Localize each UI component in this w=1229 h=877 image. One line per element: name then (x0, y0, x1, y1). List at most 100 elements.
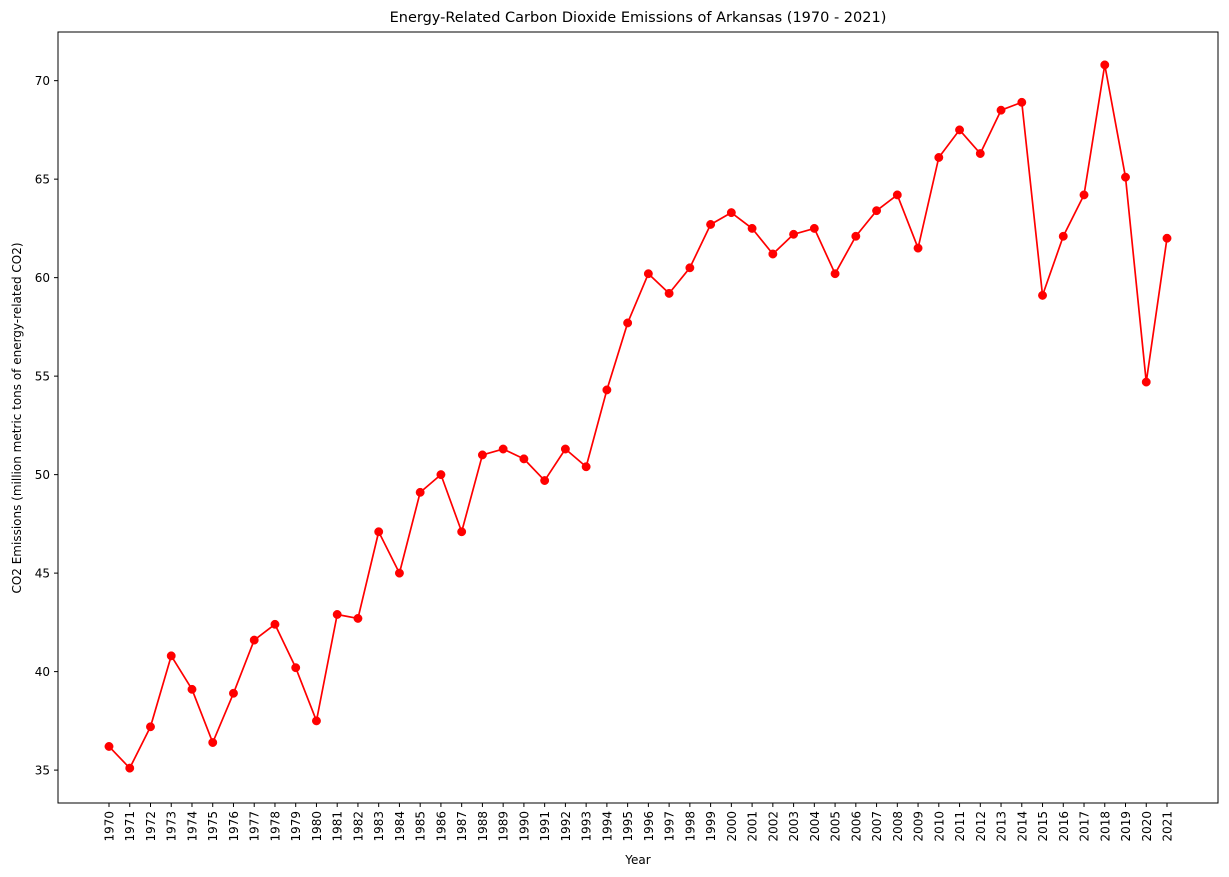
x-axis-title: Year (624, 853, 650, 867)
data-point (519, 454, 529, 464)
x-tick-label: 2004 (808, 811, 822, 842)
x-tick-label: 1984 (393, 811, 407, 842)
data-point (913, 243, 923, 253)
axes: 35 40 45 50 55 60 65 70 1970 1971 1972 1973 1974 1975… (35, 31, 1219, 842)
x-tick-label: 1992 (559, 811, 573, 842)
x-tick-label: 1995 (621, 811, 635, 842)
data-point (892, 190, 902, 200)
y-axis-title: CO2 Emissions (million metric tons of en… (10, 242, 24, 593)
x-tick-label: 2012 (974, 811, 988, 842)
x-tick-label: 1989 (497, 811, 511, 842)
data-point (1162, 233, 1172, 243)
data-point (270, 619, 280, 629)
data-point (872, 206, 882, 216)
x-tick-label: 1977 (248, 811, 262, 842)
data-point (477, 450, 487, 460)
data-point (312, 716, 321, 726)
x-tick-label: 1996 (642, 811, 656, 842)
data-point (955, 125, 964, 135)
x-tick-label: 2009 (912, 811, 926, 842)
data-point (1038, 290, 1047, 300)
x-tick-label: 1980 (310, 811, 324, 842)
data-point (747, 223, 757, 233)
x-tick-label: 2011 (953, 811, 967, 842)
data-point (415, 487, 425, 497)
data-point (229, 688, 238, 698)
plot-area (104, 60, 1172, 773)
x-tick-label: 1988 (476, 811, 490, 842)
x-tick-label: 2017 (1078, 811, 1092, 842)
data-point (1141, 377, 1151, 387)
x-tick-label: 1991 (538, 811, 552, 842)
data-point (540, 476, 550, 485)
data-point (374, 527, 384, 537)
data-point (187, 684, 197, 694)
x-tick-label: 2013 (995, 811, 1009, 842)
x-tick-label: 1981 (331, 811, 345, 842)
data-point (1017, 97, 1027, 107)
data-point (104, 742, 114, 751)
x-tick-label: 2019 (1119, 811, 1133, 842)
x-tick-label: 2008 (891, 811, 905, 842)
x-tick-label: 2020 (1140, 811, 1154, 842)
y-tick-label: 40 (35, 665, 50, 679)
x-tick-label: 1979 (289, 811, 303, 842)
data-point (975, 149, 985, 158)
x-tick-label: 1973 (165, 811, 179, 842)
x-tick-label: 1994 (600, 811, 614, 842)
x-tick-label: 2015 (1036, 811, 1050, 842)
x-tick-label: 1990 (517, 811, 531, 842)
y-tick-label: 50 (35, 468, 50, 482)
x-tick-label: 1983 (372, 811, 386, 842)
data-point (809, 223, 819, 233)
data-point (291, 663, 301, 673)
x-tick-label: 2001 (746, 811, 760, 842)
y-tick-label: 65 (35, 173, 50, 187)
y-tick-label: 35 (35, 764, 50, 778)
data-point (623, 318, 633, 328)
x-tick-label: 1999 (704, 811, 718, 842)
data-point (726, 208, 736, 218)
data-point (332, 610, 342, 619)
plot-frame (57, 31, 1219, 804)
x-tick-label: 2010 (932, 811, 946, 842)
x-tick-label: 1987 (455, 811, 469, 842)
x-tick-label: 2016 (1057, 811, 1071, 842)
data-point (643, 269, 653, 279)
x-tick-label: 1997 (663, 811, 677, 842)
series-line (108, 64, 1168, 769)
y-tick-label: 55 (35, 370, 50, 384)
x-tick-label: 1970 (103, 811, 117, 842)
x-tick-label: 1986 (434, 811, 448, 842)
x-tick-label: 1971 (123, 811, 137, 842)
x-tick-label: 2003 (787, 811, 801, 842)
chart-title: Energy-Related Carbon Dioxide Emissions … (390, 10, 887, 26)
data-point (249, 635, 259, 645)
data-point (1079, 190, 1089, 200)
x-tick-label: 2018 (1098, 811, 1112, 842)
data-point (581, 462, 591, 472)
y-tick-label: 45 (35, 567, 50, 581)
data-point (706, 220, 716, 229)
x-tick-label: 1998 (683, 811, 697, 842)
y-tick-label: 60 (35, 271, 50, 285)
data-point (830, 269, 840, 279)
x-tick-label: 1972 (144, 811, 158, 842)
x-tick-label: 2006 (849, 811, 863, 842)
x-tick-label: 1982 (351, 811, 365, 842)
x-tick-label: 2002 (766, 811, 780, 842)
data-point (208, 738, 218, 747)
x-tick-label: 2007 (870, 811, 884, 842)
data-point (685, 263, 695, 273)
data-point (1058, 231, 1068, 241)
data-point (602, 385, 612, 395)
x-tick-label: 2021 (1161, 811, 1175, 842)
x-tick-label: 2005 (829, 811, 843, 842)
data-point (789, 229, 799, 239)
x-tick-label: 1975 (206, 811, 220, 842)
x-tick-label: 1974 (185, 811, 199, 842)
y-tick-label: 70 (35, 74, 50, 88)
data-point (851, 231, 861, 241)
